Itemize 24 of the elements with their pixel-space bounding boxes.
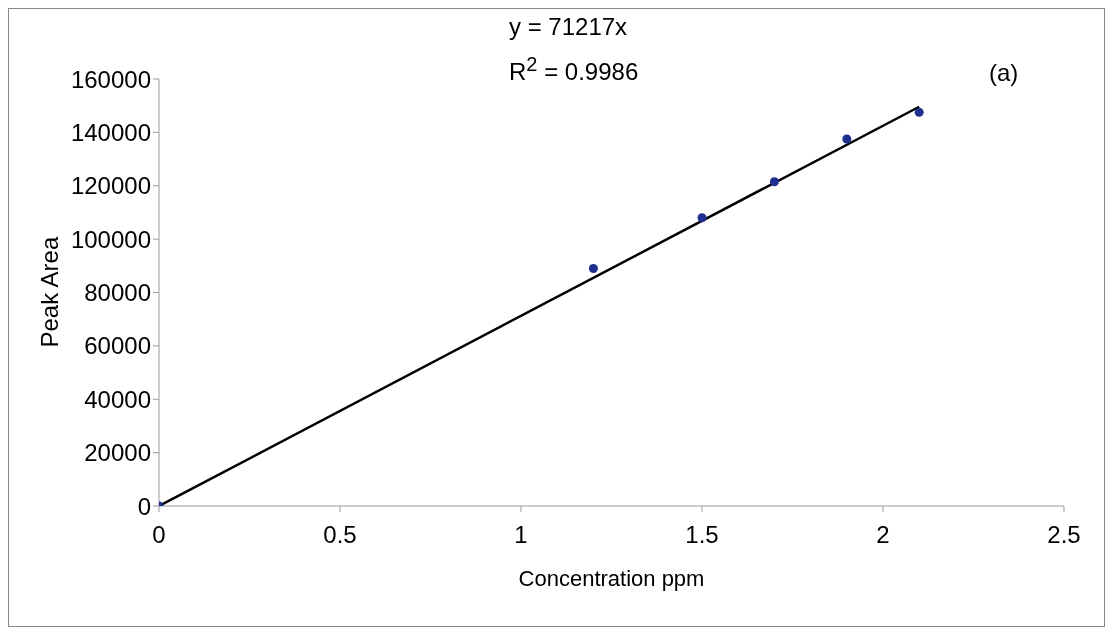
annotation: (a) [989, 59, 1019, 87]
y-tick-label: 40000 [84, 385, 151, 413]
y-tick-label: 140000 [70, 118, 151, 146]
x-tick-label: 1 [514, 521, 528, 549]
y-tick-label: 120000 [70, 172, 151, 200]
y-tick-label: 60000 [84, 332, 151, 360]
x-tick-label: 2 [876, 521, 890, 549]
point [914, 107, 924, 117]
annotation: R$^{2}$ = 0.9986 [509, 53, 639, 86]
y-tick-label: 20000 [84, 439, 151, 467]
y-tick-label: 80000 [84, 279, 151, 307]
x-tick-label: 1.5 [685, 521, 719, 549]
point [842, 134, 852, 144]
point [697, 213, 707, 223]
x-tick-label: 0.5 [323, 521, 357, 549]
y-tick-label: 160000 [70, 65, 151, 93]
point [588, 263, 598, 273]
x-axis-title: Concentration ppm [518, 566, 705, 591]
y-axis-title: Peak Area [35, 236, 63, 348]
text: y = 71217x [509, 13, 628, 41]
x-tick-label: 2.5 [1047, 521, 1081, 549]
y-tick-label: 0 [137, 492, 151, 520]
y-tick-label: 100000 [70, 225, 151, 253]
point [769, 177, 779, 187]
